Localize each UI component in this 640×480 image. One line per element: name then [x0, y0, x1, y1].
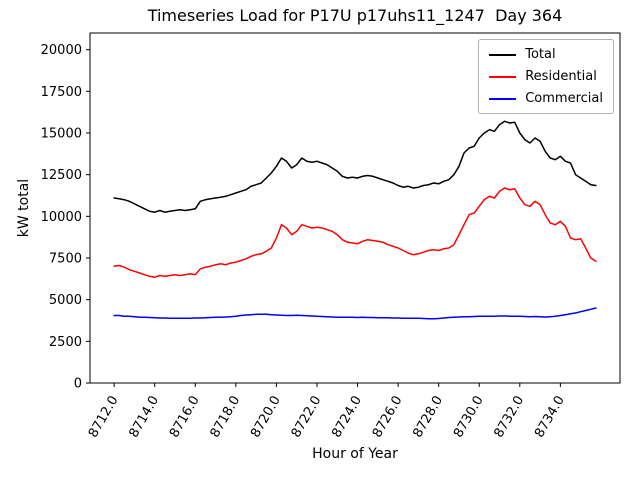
svg-text:5000: 5000	[49, 293, 82, 308]
x-axis-label: Hour of Year	[312, 446, 398, 462]
commercial-line-swatch	[489, 97, 517, 100]
svg-text:17500: 17500	[41, 85, 82, 100]
legend-item-commercial: Commercial	[489, 91, 603, 106]
svg-text:0: 0	[74, 377, 82, 392]
svg-text:8724.0: 8724.0	[329, 394, 365, 441]
svg-text:10000: 10000	[41, 210, 82, 225]
legend: Total Residential Commercial	[478, 39, 614, 114]
svg-text:8730.0: 8730.0	[451, 394, 487, 441]
legend-item-total: Total	[489, 47, 603, 62]
svg-text:8714.0: 8714.0	[126, 394, 162, 441]
svg-text:8728.0: 8728.0	[410, 394, 446, 441]
svg-text:8726.0: 8726.0	[370, 394, 406, 441]
svg-text:8716.0: 8716.0	[167, 394, 203, 441]
svg-text:8718.0: 8718.0	[208, 394, 244, 441]
chart-title: Timeseries Load for P17U p17uhs11_1247 D…	[147, 6, 563, 25]
legend-label-total: Total	[525, 47, 556, 62]
svg-text:8734.0: 8734.0	[532, 394, 568, 441]
total-line-swatch	[489, 53, 517, 56]
svg-text:20000: 20000	[41, 43, 82, 58]
svg-text:8720.0: 8720.0	[248, 394, 284, 441]
svg-text:15000: 15000	[41, 127, 82, 142]
svg-text:12500: 12500	[41, 168, 82, 183]
y-axis-label: kW total	[16, 178, 32, 238]
svg-text:2500: 2500	[49, 335, 82, 350]
legend-item-residential: Residential	[489, 69, 603, 84]
svg-text:8712.0: 8712.0	[86, 394, 122, 441]
residential-line-swatch	[489, 75, 517, 78]
svg-text:8732.0: 8732.0	[492, 394, 528, 441]
svg-text:8722.0: 8722.0	[289, 394, 325, 441]
legend-label-commercial: Commercial	[525, 91, 603, 106]
svg-text:7500: 7500	[49, 252, 82, 267]
legend-label-residential: Residential	[525, 69, 597, 84]
